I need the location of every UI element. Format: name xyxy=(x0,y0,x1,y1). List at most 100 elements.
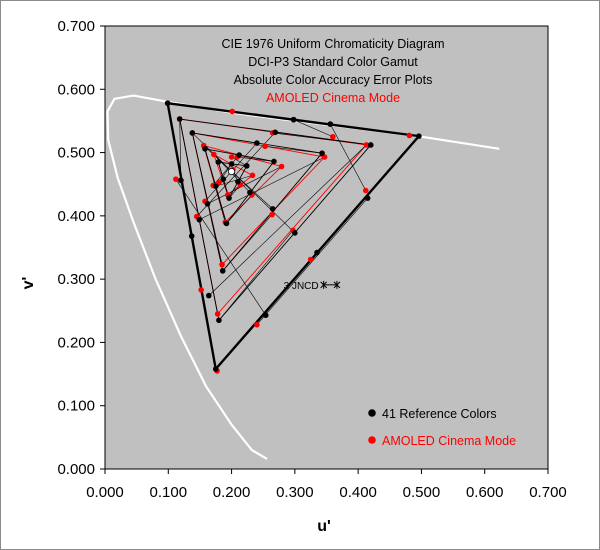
error-vector xyxy=(191,236,202,290)
error-vector xyxy=(232,111,294,120)
x-tick-label: 0.000 xyxy=(86,484,124,501)
error-vector xyxy=(222,214,273,272)
error-vector xyxy=(265,145,323,154)
reference-point xyxy=(216,317,222,324)
y-tick-label: 0.700 xyxy=(57,18,95,35)
error-vector xyxy=(179,119,182,181)
error-vector xyxy=(228,184,241,199)
error-vector xyxy=(207,166,282,205)
amoled-point xyxy=(262,143,268,150)
reference-point xyxy=(204,201,211,207)
jncd-star xyxy=(320,280,328,289)
y-tick-label: 0.300 xyxy=(57,271,95,288)
x-tick-label: 0.100 xyxy=(150,484,188,501)
reference-point xyxy=(319,150,325,157)
amoled-point xyxy=(173,176,179,182)
error-vector xyxy=(192,132,296,234)
title-line-4: AMOLED Cinema Mode xyxy=(266,91,400,105)
amoled-point xyxy=(228,154,235,160)
jncd-star xyxy=(333,280,341,289)
reference-point xyxy=(290,116,297,123)
y-tick-label: 0.400 xyxy=(57,208,95,225)
legend-label-amoled: AMOLED Cinema Mode xyxy=(382,434,516,448)
legend-label-reference: 41 Reference Colors xyxy=(382,407,497,421)
title-line-2: DCI-P3 Standard Color Gamut xyxy=(248,55,418,69)
amoled-point xyxy=(406,132,413,139)
reference-point xyxy=(226,195,232,201)
y-tick-label: 0.200 xyxy=(57,334,95,351)
reference-point xyxy=(292,230,298,236)
plot-area xyxy=(104,25,549,470)
reference-point xyxy=(178,177,184,184)
x-tick-label: 0.700 xyxy=(529,484,567,501)
error-vector xyxy=(330,123,367,191)
amoled-point xyxy=(330,133,336,140)
jncd-label: 3 JNCD xyxy=(284,281,319,292)
reference-point xyxy=(416,133,422,139)
reference-point xyxy=(327,121,334,127)
x-tick-label: 0.600 xyxy=(466,484,504,501)
chart-title: CIE 1976 Uniform Chromaticity Diagram DC… xyxy=(222,37,445,105)
reference-point xyxy=(176,116,183,122)
amoled-point xyxy=(269,211,275,218)
error-vector xyxy=(272,132,371,146)
reference-point xyxy=(262,312,269,319)
reference-point xyxy=(228,161,235,167)
reference-point xyxy=(215,159,222,165)
reference-point xyxy=(220,176,227,182)
legend-marker-reference xyxy=(368,409,376,417)
reference-point xyxy=(364,195,371,201)
legend-marker-amoled xyxy=(368,436,376,444)
error-vector xyxy=(226,194,253,224)
amoled-point xyxy=(214,311,221,317)
amoled-point xyxy=(211,151,217,158)
y-tick-label: 0.000 xyxy=(57,461,95,478)
white-point-marker xyxy=(227,167,236,176)
reference-point xyxy=(314,249,320,256)
title-line-3: Absolute Color Accuracy Error Plots xyxy=(234,73,433,87)
reference-point xyxy=(223,220,230,227)
reference-point xyxy=(188,233,195,239)
amoled-point xyxy=(198,287,204,293)
amoled-point xyxy=(229,108,236,115)
reference-point xyxy=(164,100,171,107)
reference-point xyxy=(236,152,242,158)
reference-point xyxy=(247,189,253,196)
error-vector xyxy=(293,119,333,138)
reference-point xyxy=(196,216,203,223)
reference-point xyxy=(205,292,212,299)
reference-point xyxy=(212,366,219,372)
reference-point xyxy=(272,129,279,136)
amoled-point xyxy=(216,179,222,186)
amoled-point xyxy=(254,321,260,328)
error-vector xyxy=(215,175,253,187)
x-tick-label: 0.200 xyxy=(213,484,251,501)
x-tick-label: 0.500 xyxy=(403,484,441,501)
legend: 41 Reference Colors AMOLED Cinema Mode xyxy=(368,407,516,448)
reference-point xyxy=(235,178,241,185)
reference-point xyxy=(219,268,226,274)
reference-point xyxy=(189,130,196,136)
amoled-point xyxy=(362,187,369,194)
y-tick-label: 0.600 xyxy=(57,81,95,98)
x-tick-label: 0.300 xyxy=(276,484,314,501)
amoled-point xyxy=(363,142,370,148)
reference-point xyxy=(202,145,208,152)
y-tick-label: 0.500 xyxy=(57,145,95,162)
title-line-1: CIE 1976 Uniform Chromaticity Diagram xyxy=(222,37,445,51)
amoled-point xyxy=(219,261,225,268)
amoled-point xyxy=(307,256,314,263)
reference-point xyxy=(269,206,276,212)
amoled-point xyxy=(249,172,256,179)
error-vector xyxy=(237,156,275,162)
error-vector xyxy=(175,178,266,316)
error-vector xyxy=(208,144,367,296)
error-vector xyxy=(218,230,294,321)
y-tick-label: 0.100 xyxy=(57,398,95,415)
error-vector xyxy=(231,156,247,167)
reference-point xyxy=(368,142,374,148)
reference-point xyxy=(271,158,277,165)
jncd-annotation: 3 JNCD xyxy=(284,280,341,292)
